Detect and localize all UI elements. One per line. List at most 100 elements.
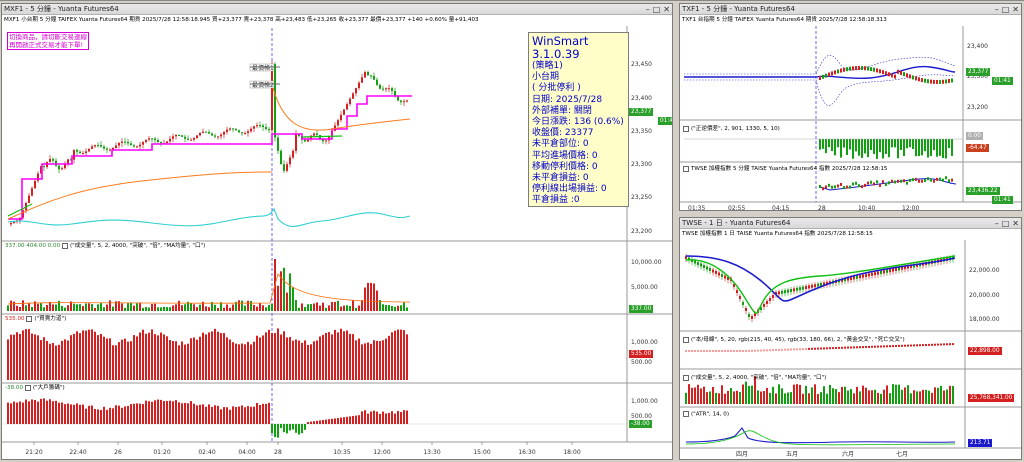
rb-candle-body — [769, 298, 771, 301]
candle-body — [265, 127, 267, 129]
close-panel-icon[interactable] — [24, 384, 31, 391]
close-panel-icon[interactable] — [683, 125, 689, 132]
rb-vol-bar — [832, 388, 834, 404]
rt-osc-bar — [846, 139, 848, 156]
close-panel-icon[interactable] — [683, 165, 689, 172]
big-tag: -38.00 — [629, 420, 652, 428]
volume-bar — [211, 301, 213, 311]
volume-bar — [166, 307, 168, 311]
force-bar — [325, 332, 327, 380]
candle-body — [385, 88, 387, 90]
volume-bar — [31, 307, 33, 311]
force-bar — [136, 336, 138, 380]
maximize-icon[interactable]: □ — [1001, 5, 1010, 14]
close-panel-icon[interactable] — [26, 315, 33, 322]
rt-x-label: 28 — [818, 205, 826, 211]
volume-bar — [394, 306, 396, 311]
close-icon[interactable]: ✕ — [1012, 5, 1019, 14]
left-title-bar[interactable]: MXF1 - 5 分鐘 - Yuanta Futures64 – □ ✕ — [2, 4, 672, 15]
rb-vol-bar — [799, 384, 801, 404]
force-tag: 535.00 — [629, 350, 654, 358]
rt-twse-candle — [900, 179, 902, 183]
rb-vol-bar — [847, 390, 849, 404]
rt-chart-canvas[interactable]: 23,400 23,300 23,200 01:35 02:55 04:15 28 10:40… — [680, 4, 1022, 211]
close-panel-icon[interactable] — [683, 374, 689, 381]
rt-twse-candle — [834, 185, 836, 189]
minimize-icon[interactable]: – — [994, 219, 999, 228]
close-panel-icon[interactable] — [683, 336, 689, 343]
rb-chart-canvas[interactable]: 22,000.00 20,000.00 18,000.00 四月 五月 六月 七月 — [680, 218, 1022, 460]
maximize-icon[interactable]: □ — [652, 5, 661, 14]
rb-vol-bar — [715, 392, 717, 404]
force-bar — [232, 342, 234, 380]
big-bar — [286, 424, 288, 434]
big-bar — [229, 409, 231, 424]
big-bar — [235, 406, 237, 424]
close-icon[interactable]: ✕ — [1012, 219, 1019, 228]
candle-body — [175, 135, 177, 137]
force-bar — [82, 330, 84, 380]
volume-bar — [184, 304, 186, 311]
x-axis-label: 16:30 — [518, 449, 535, 456]
rb-title-bar[interactable]: TWSE - 1 日 - Yuanta Futures64 – □ ✕ — [680, 218, 1021, 229]
big-bar — [160, 399, 162, 424]
rt-info-text: TXF1 台指期 5 分鐘 TAIFEX Yuanta Futures64 期貨… — [682, 17, 887, 23]
candle-body — [88, 148, 90, 152]
volume-bar — [73, 303, 75, 311]
candle-body — [10, 222, 12, 225]
rt-osc-bar — [894, 139, 896, 148]
rt-osc-bar — [936, 139, 938, 157]
close-panel-icon[interactable] — [683, 411, 689, 417]
candle-body — [31, 188, 33, 196]
volume-bar — [388, 305, 390, 311]
left-chart-canvas[interactable]: 23,450 23,400 23,350 23,300 23,250 23,200 最價格1… — [2, 4, 673, 460]
rb-candle-body — [754, 313, 756, 316]
volume-bar — [82, 306, 84, 311]
x-axis-label: 01:20 — [153, 449, 170, 456]
rt-osc-bar — [855, 139, 857, 152]
winsmart-change: 今日漲跌: 136 (0.6%) — [532, 117, 624, 128]
rb-ma-osc-dot — [691, 350, 693, 352]
rt-candle — [822, 74, 824, 79]
candle-body — [406, 100, 408, 102]
force-bar — [247, 341, 249, 380]
candle-body — [217, 136, 219, 138]
volume-bar — [97, 304, 99, 311]
volume-bar — [34, 301, 36, 311]
volume-bar — [373, 283, 375, 311]
rt-title-bar[interactable]: TXF1 - 5 分鐘 - Yuanta Futures64 – □ ✕ — [680, 4, 1021, 15]
winsmart-product: 小台期 — [532, 72, 560, 83]
close-panel-icon[interactable] — [61, 242, 68, 249]
rb-ma-osc-dot — [754, 349, 756, 352]
candle-body — [346, 104, 348, 110]
x-axis-label: 22:40 — [69, 449, 86, 456]
candle-body — [82, 152, 84, 154]
rt-osc-bar — [924, 139, 926, 152]
rb-vol-bar — [910, 393, 912, 404]
right-top-chart-window[interactable]: TXF1 - 5 分鐘 - Yuanta Futures64 – □ ✕ TXF1 … — [679, 3, 1022, 211]
rb-candle-body — [760, 307, 762, 310]
volume-bar — [223, 307, 225, 311]
volume-bar — [286, 292, 288, 311]
candle-body — [13, 221, 15, 223]
close-icon[interactable]: ✕ — [663, 5, 670, 14]
rb-ma-osc-dot — [847, 346, 849, 349]
left-chart-window[interactable]: MXF1 - 5 分鐘 - Yuanta Futures64 – □ ✕ MXF1 … — [1, 3, 673, 460]
maximize-icon[interactable]: □ — [1001, 219, 1010, 228]
rb-ma-osc-dot — [790, 348, 792, 351]
minimize-icon[interactable]: – — [994, 5, 999, 14]
rb-candle-body — [904, 266, 906, 270]
rb-ma-osc-dot — [925, 344, 927, 346]
minimize-icon[interactable]: – — [645, 5, 650, 14]
left-time-tag: 01:41 — [658, 117, 672, 125]
rt-candle — [831, 71, 833, 76]
rt-osc-bar — [918, 139, 920, 157]
rb-ma-blue — [685, 255, 956, 302]
ma-line-orange — [7, 83, 411, 220]
big-bar — [271, 424, 273, 434]
rb-candle-body — [796, 287, 798, 291]
rt-candle — [924, 78, 926, 83]
rt-twse-candle — [912, 178, 914, 182]
right-bottom-chart-window[interactable]: TWSE - 1 日 - Yuanta Futures64 – □ ✕ TWSE 加… — [679, 217, 1022, 460]
force-bar — [214, 328, 216, 380]
